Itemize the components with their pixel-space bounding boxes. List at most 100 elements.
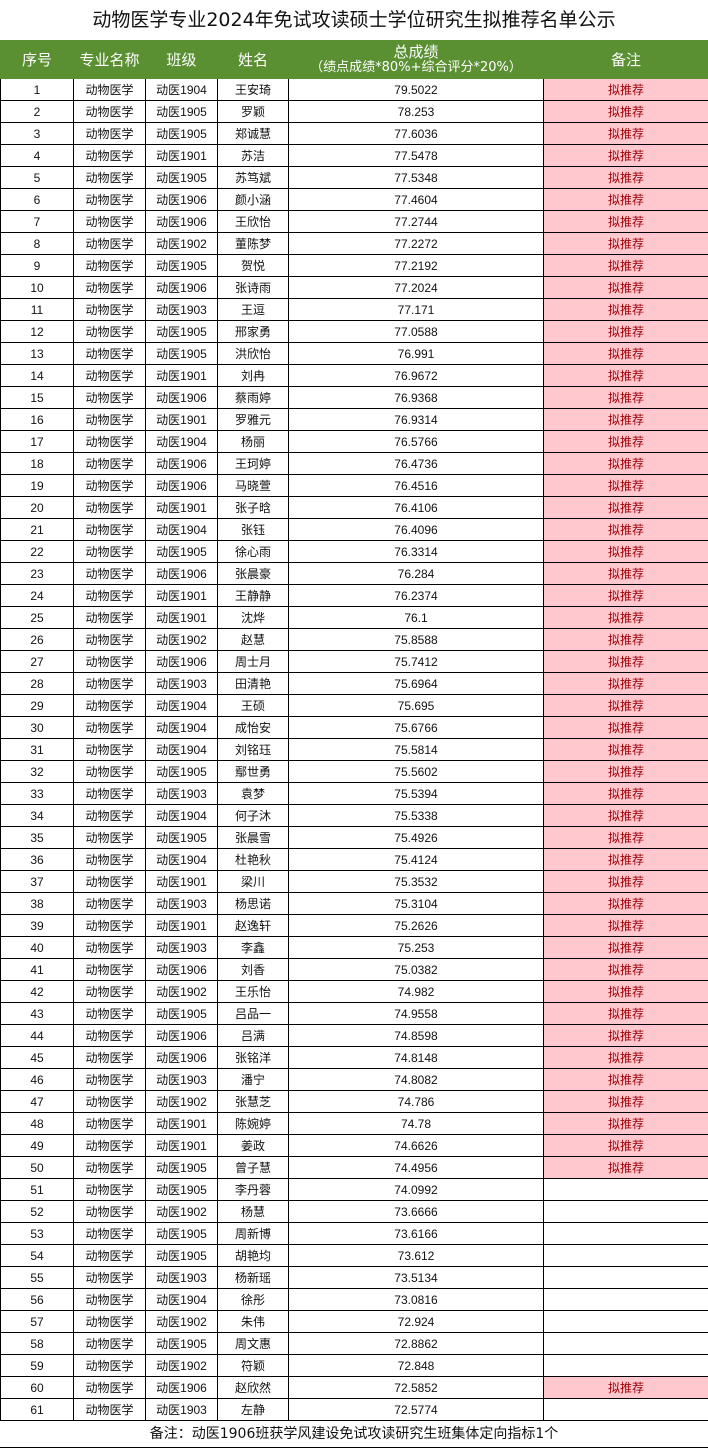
cell-name: 沈烨 <box>217 606 289 629</box>
cell-major: 动物医学 <box>73 760 146 783</box>
cell-class: 动医1901 <box>145 144 218 167</box>
cell-name: 杨思诺 <box>217 892 289 915</box>
cell-remark: 拟推荐 <box>543 980 708 1003</box>
cell-major: 动物医学 <box>73 694 146 717</box>
cell-seq: 26 <box>0 628 74 651</box>
cell-major: 动物医学 <box>73 210 146 233</box>
cell-remark: 拟推荐 <box>543 188 708 211</box>
cell-major: 动物医学 <box>73 1222 146 1245</box>
cell-name: 符颖 <box>217 1354 289 1377</box>
cell-score: 72.848 <box>288 1354 544 1377</box>
cell-remark <box>543 1222 708 1245</box>
cell-seq: 10 <box>0 276 74 299</box>
cell-class: 动医1904 <box>145 804 218 827</box>
cell-score: 75.5602 <box>288 760 544 783</box>
cell-seq: 55 <box>0 1266 74 1289</box>
cell-remark: 拟推荐 <box>543 254 708 277</box>
table-row: 39 动物医学 动医1901 赵逸轩 75.2626 拟推荐 <box>0 914 708 937</box>
table-row: 11 动物医学 动医1903 王逗 77.171 拟推荐 <box>0 298 708 321</box>
cell-score: 74.0992 <box>288 1178 544 1201</box>
cell-score: 77.171 <box>288 298 544 321</box>
cell-class: 动医1901 <box>145 496 218 519</box>
table-row: 1 动物医学 动医1904 王安琦 79.5022 拟推荐 <box>0 78 708 101</box>
cell-name: 王逗 <box>217 298 289 321</box>
cell-seq: 2 <box>0 100 74 123</box>
table-row: 8 动物医学 动医1902 董陈梦 77.2272 拟推荐 <box>0 232 708 255</box>
cell-major: 动物医学 <box>73 320 146 343</box>
cell-score: 77.0588 <box>288 320 544 343</box>
table-row: 38 动物医学 动医1903 杨思诺 75.3104 拟推荐 <box>0 892 708 915</box>
cell-major: 动物医学 <box>73 628 146 651</box>
header-score: 总成绩 （绩点成绩*80%+综合评分*20%） <box>288 40 544 79</box>
cell-class: 动医1906 <box>145 210 218 233</box>
table-row: 52 动物医学 动医1902 杨慧 73.6666 <box>0 1200 708 1223</box>
cell-class: 动医1906 <box>145 650 218 673</box>
cell-score: 76.4106 <box>288 496 544 519</box>
cell-remark: 拟推荐 <box>543 892 708 915</box>
table-row: 14 动物医学 动医1901 刘冉 76.9672 拟推荐 <box>0 364 708 387</box>
cell-seq: 29 <box>0 694 74 717</box>
cell-seq: 53 <box>0 1222 74 1245</box>
cell-name: 郑诚慧 <box>217 122 289 145</box>
cell-name: 贺悦 <box>217 254 289 277</box>
cell-seq: 39 <box>0 914 74 937</box>
cell-class: 动医1906 <box>145 474 218 497</box>
cell-name: 马晓萱 <box>217 474 289 497</box>
table-row: 15 动物医学 动医1906 蔡雨婷 76.9368 拟推荐 <box>0 386 708 409</box>
table-row: 17 动物医学 动医1904 杨丽 76.5766 拟推荐 <box>0 430 708 453</box>
cell-seq: 43 <box>0 1002 74 1025</box>
cell-score: 76.9314 <box>288 408 544 431</box>
table-row: 30 动物医学 动医1904 成怡安 75.6766 拟推荐 <box>0 716 708 739</box>
cell-remark: 拟推荐 <box>543 1134 708 1157</box>
cell-major: 动物医学 <box>73 1200 146 1223</box>
cell-score: 76.4096 <box>288 518 544 541</box>
cell-score: 75.4926 <box>288 826 544 849</box>
cell-class: 动医1903 <box>145 1398 218 1421</box>
cell-score: 77.2192 <box>288 254 544 277</box>
cell-name: 王静静 <box>217 584 289 607</box>
cell-score: 74.982 <box>288 980 544 1003</box>
header-remark: 备注 <box>543 40 708 79</box>
cell-seq: 12 <box>0 320 74 343</box>
cell-name: 董陈梦 <box>217 232 289 255</box>
cell-name: 罗雅元 <box>217 408 289 431</box>
cell-seq: 19 <box>0 474 74 497</box>
cell-name: 赵逸轩 <box>217 914 289 937</box>
cell-seq: 22 <box>0 540 74 563</box>
cell-class: 动医1905 <box>145 320 218 343</box>
cell-seq: 18 <box>0 452 74 475</box>
cell-class: 动医1905 <box>145 254 218 277</box>
cell-name: 杨丽 <box>217 430 289 453</box>
cell-score: 75.0382 <box>288 958 544 981</box>
cell-score: 76.9672 <box>288 364 544 387</box>
cell-score: 75.6766 <box>288 716 544 739</box>
table-row: 50 动物医学 动医1905 曾子慧 74.4956 拟推荐 <box>0 1156 708 1179</box>
cell-name: 姜政 <box>217 1134 289 1157</box>
cell-score: 72.924 <box>288 1310 544 1333</box>
cell-class: 动医1901 <box>145 606 218 629</box>
cell-class: 动医1903 <box>145 936 218 959</box>
cell-major: 动物医学 <box>73 452 146 475</box>
cell-remark: 拟推荐 <box>543 232 708 255</box>
cell-remark: 拟推荐 <box>543 958 708 981</box>
header-class: 班级 <box>145 40 218 79</box>
cell-major: 动物医学 <box>73 914 146 937</box>
cell-major: 动物医学 <box>73 1376 146 1399</box>
cell-major: 动物医学 <box>73 958 146 981</box>
cell-name: 刘铭珏 <box>217 738 289 761</box>
cell-seq: 20 <box>0 496 74 519</box>
table-row: 26 动物医学 动医1902 赵慧 75.8588 拟推荐 <box>0 628 708 651</box>
table-row: 25 动物医学 动医1901 沈烨 76.1 拟推荐 <box>0 606 708 629</box>
cell-seq: 59 <box>0 1354 74 1377</box>
cell-name: 何子沐 <box>217 804 289 827</box>
cell-major: 动物医学 <box>73 298 146 321</box>
cell-seq: 61 <box>0 1398 74 1421</box>
cell-remark <box>543 1178 708 1201</box>
cell-name: 周士月 <box>217 650 289 673</box>
cell-score: 75.7412 <box>288 650 544 673</box>
cell-score: 75.6964 <box>288 672 544 695</box>
table-row: 2 动物医学 动医1905 罗颖 78.253 拟推荐 <box>0 100 708 123</box>
cell-name: 李丹蓉 <box>217 1178 289 1201</box>
cell-class: 动医1903 <box>145 672 218 695</box>
